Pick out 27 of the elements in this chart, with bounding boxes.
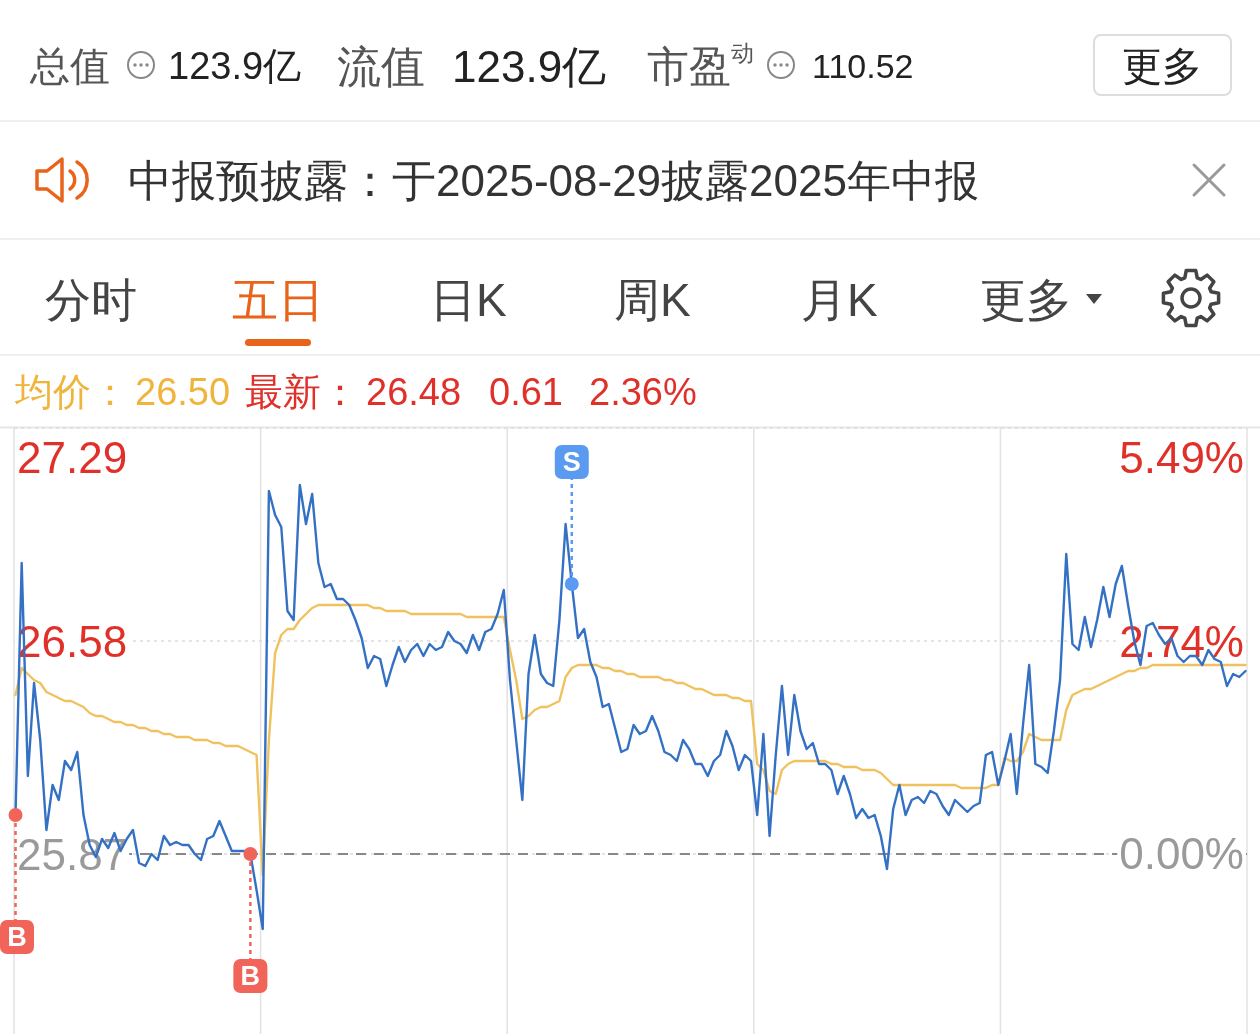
y2-tick-label: 0.00% bbox=[1119, 829, 1244, 879]
text: 总值 bbox=[29, 44, 110, 88]
text: 26.50 bbox=[135, 371, 231, 413]
text: 110.52 bbox=[812, 47, 914, 85]
text: 26.48 bbox=[366, 371, 462, 413]
text: 月K bbox=[801, 274, 878, 326]
text: 市盈$^{动}$ bbox=[647, 40, 754, 90]
text: 五日 bbox=[232, 274, 324, 326]
text: B bbox=[7, 922, 27, 952]
y-tick-label: 27.29 bbox=[17, 433, 128, 483]
text: B bbox=[240, 961, 261, 991]
y-tick-label: 25.87 bbox=[17, 829, 128, 879]
text: 日K bbox=[430, 274, 507, 326]
y2-tick-label: 5.49% bbox=[1119, 433, 1244, 483]
text: 123.9亿 bbox=[168, 45, 302, 87]
text: 均价： bbox=[14, 371, 129, 413]
text: 更多 bbox=[1122, 44, 1202, 88]
text: 0.61 bbox=[489, 371, 563, 413]
text: 更多 bbox=[980, 274, 1072, 326]
text: 流值 bbox=[337, 41, 425, 91]
text: 分时 bbox=[45, 274, 137, 326]
text: 中报预披露：于2025-08-29披露2025年中报 bbox=[128, 155, 979, 205]
text: 2.36% bbox=[589, 371, 697, 413]
text: 123.9亿 bbox=[452, 41, 607, 91]
text: S bbox=[562, 447, 581, 477]
text: 周K bbox=[614, 274, 691, 326]
text: 最新： bbox=[245, 371, 359, 413]
